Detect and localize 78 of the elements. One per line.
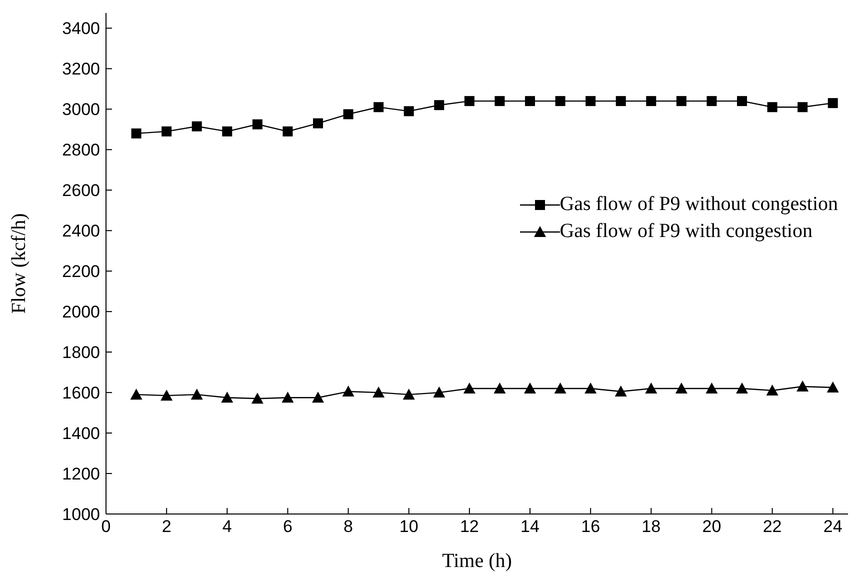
y-tick-label: 3000: [62, 100, 100, 120]
y-axis-title: Flow (kcf/h): [8, 213, 30, 314]
legend-label: Gas flow of P9 with congestion: [560, 220, 812, 243]
point: [675, 382, 688, 394]
point: [616, 96, 626, 106]
point: [798, 102, 808, 112]
y-tick-label: 2800: [62, 140, 100, 160]
y-tick-label: 2000: [62, 302, 100, 322]
y-tick-label: 2400: [62, 222, 100, 241]
point: [190, 388, 203, 400]
point: [767, 102, 778, 112]
point: [251, 392, 264, 404]
point: [676, 96, 686, 106]
y-tick-label: 1200: [62, 464, 100, 484]
point: [312, 392, 324, 403]
y-tick-label: 3400: [62, 19, 100, 38]
legend-label: Gas flow of P9 without congestion: [560, 193, 838, 216]
x-tick-label: 24: [823, 517, 842, 536]
point: [222, 126, 232, 136]
x-tick-label: 2: [162, 517, 172, 536]
point: [433, 386, 446, 398]
point: [525, 96, 535, 106]
y-tick-label: 1800: [62, 343, 100, 362]
x-tick-label: 4: [222, 517, 232, 536]
x-tick-label: 18: [642, 517, 661, 536]
point: [162, 126, 172, 136]
point: [555, 96, 566, 106]
point: [796, 380, 809, 392]
point: [434, 100, 444, 110]
point: [372, 386, 385, 398]
x-tick-label: 8: [344, 517, 354, 536]
y-tick-label: 2600: [62, 181, 100, 200]
point: [828, 98, 838, 108]
x-tick-label: 14: [520, 517, 540, 536]
y-tick-label: 1000: [62, 505, 100, 524]
point: [826, 381, 839, 392]
point: [192, 121, 202, 132]
point: [706, 382, 718, 394]
point: [130, 388, 142, 400]
point: [374, 102, 384, 112]
point: [221, 392, 234, 403]
y-tick-label: 2200: [62, 262, 100, 282]
point: [252, 119, 262, 130]
point: [584, 382, 597, 394]
point: [494, 96, 505, 106]
point: [313, 118, 323, 128]
point: [586, 96, 596, 106]
x-tick-label: 22: [762, 517, 782, 536]
point: [402, 388, 415, 400]
point: [343, 109, 354, 120]
point: [554, 382, 566, 394]
x-tick-label: 12: [460, 517, 479, 536]
point: [282, 392, 294, 403]
x-axis-title: Time (h): [442, 550, 512, 572]
x-tick-label: 20: [702, 517, 722, 536]
point: [342, 386, 354, 397]
point: [645, 382, 658, 394]
y-tick-label: 3200: [62, 60, 100, 79]
point: [464, 96, 474, 106]
point: [404, 106, 414, 116]
point: [131, 128, 142, 138]
y-tick-label: 1400: [62, 424, 100, 444]
x-tick-label: 16: [581, 517, 600, 536]
point: [766, 384, 778, 396]
x-tick-label: 6: [282, 517, 292, 536]
x-tick-label: 10: [399, 517, 418, 536]
point: [282, 126, 293, 136]
point: [463, 382, 476, 394]
point: [614, 386, 627, 397]
point: [646, 96, 656, 106]
point: [160, 390, 173, 401]
point: [524, 382, 536, 394]
point: [737, 96, 747, 106]
x-tick-label: 0: [101, 517, 111, 536]
point: [494, 382, 506, 394]
point: [736, 382, 748, 394]
y-tick-label: 1600: [62, 384, 100, 403]
point: [706, 96, 717, 106]
